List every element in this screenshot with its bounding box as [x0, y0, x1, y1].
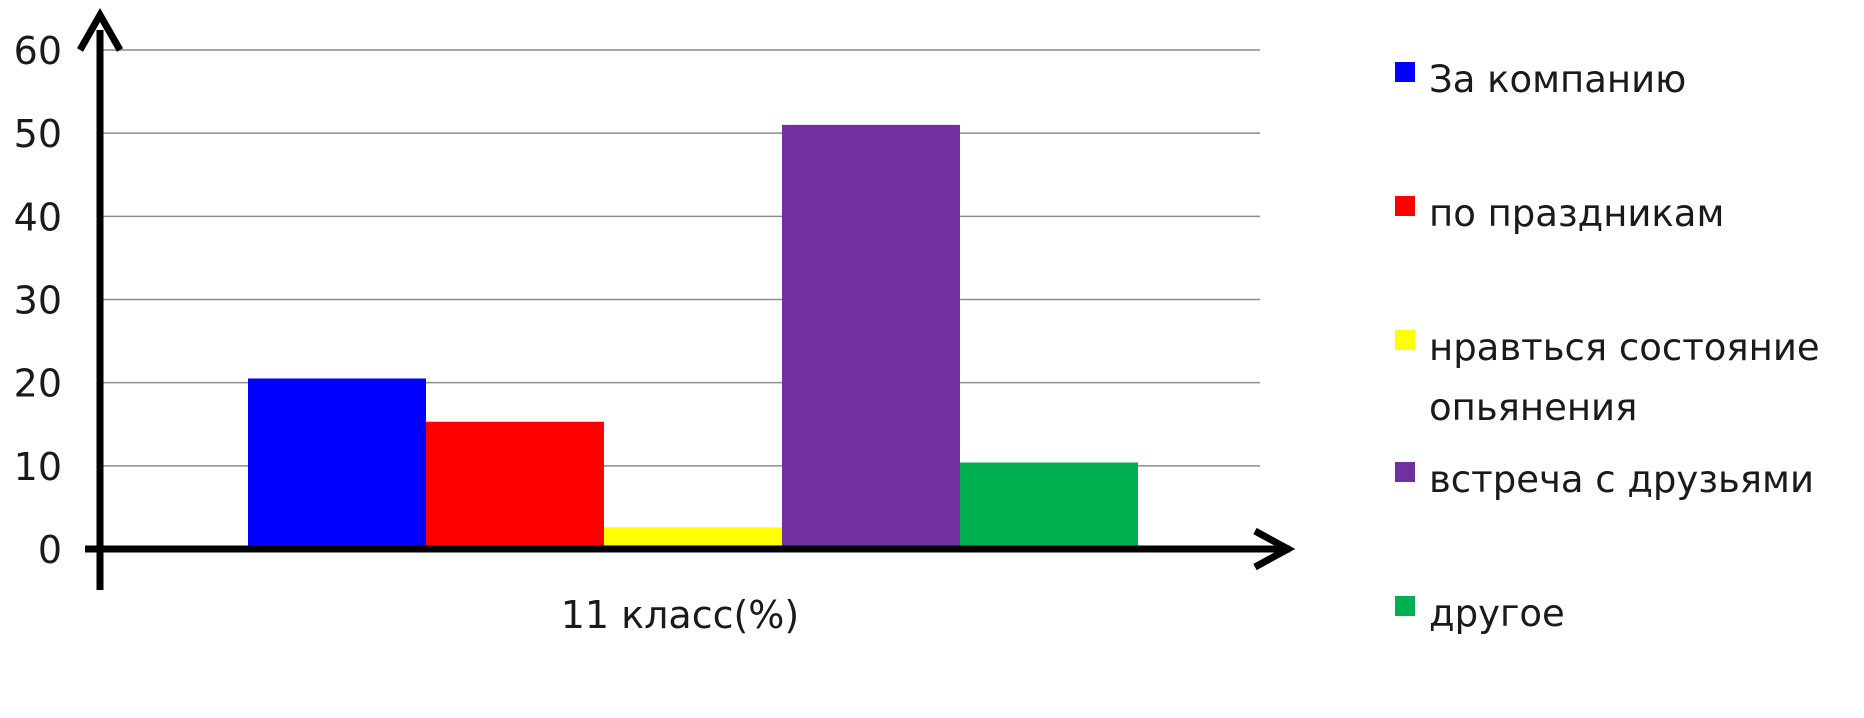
axes	[76, 7, 1296, 590]
y-tick-label: 0	[38, 528, 62, 572]
legend-item-vstrecha: встреча с друзьями	[1395, 450, 1855, 528]
legend-item-po-prazdnikam: по праздникам	[1395, 184, 1855, 262]
legend-label: нравться состояние опьянения	[1429, 326, 1820, 429]
legend-swatch	[1395, 196, 1415, 216]
legend-item-drugoe: другое	[1395, 584, 1855, 662]
legend-item-sostoyanie: нравться состояние опьянения	[1395, 318, 1855, 429]
y-axis-arrowhead	[76, 7, 124, 52]
legend-swatch	[1395, 462, 1415, 482]
legend-label: За компанию	[1429, 58, 1687, 101]
legend-item-za-kompaniyu: За компанию	[1395, 50, 1855, 128]
category-label: 11 класс(%)	[561, 593, 800, 637]
y-tick-label: 20	[14, 362, 62, 406]
bar	[426, 421, 604, 549]
legend-swatch	[1395, 330, 1415, 350]
y-tick-label: 60	[14, 29, 62, 73]
legend-swatch	[1395, 62, 1415, 82]
y-tick-label: 10	[14, 445, 62, 489]
legend-label: другое	[1429, 592, 1565, 635]
x-axis-arrowhead	[1253, 527, 1296, 571]
y-tick-label: 40	[14, 195, 62, 239]
legend: За компанию по праздникам нравться состо…	[1395, 50, 1855, 718]
y-tick-label: 30	[14, 279, 62, 323]
bar	[604, 527, 782, 549]
bar	[960, 462, 1138, 549]
legend-label: встреча с друзьями	[1429, 458, 1815, 501]
bar	[782, 124, 960, 549]
legend-label: по праздникам	[1429, 192, 1725, 235]
y-axis-tick-labels: 0 10 20 30 40 50 60	[14, 29, 62, 572]
bar-chart: 0 10 20 30 40 50 60 11 класс(%)	[14, 7, 1296, 637]
bars	[248, 124, 1138, 549]
y-tick-label: 50	[14, 112, 62, 156]
bar	[248, 378, 426, 549]
legend-swatch	[1395, 596, 1415, 616]
